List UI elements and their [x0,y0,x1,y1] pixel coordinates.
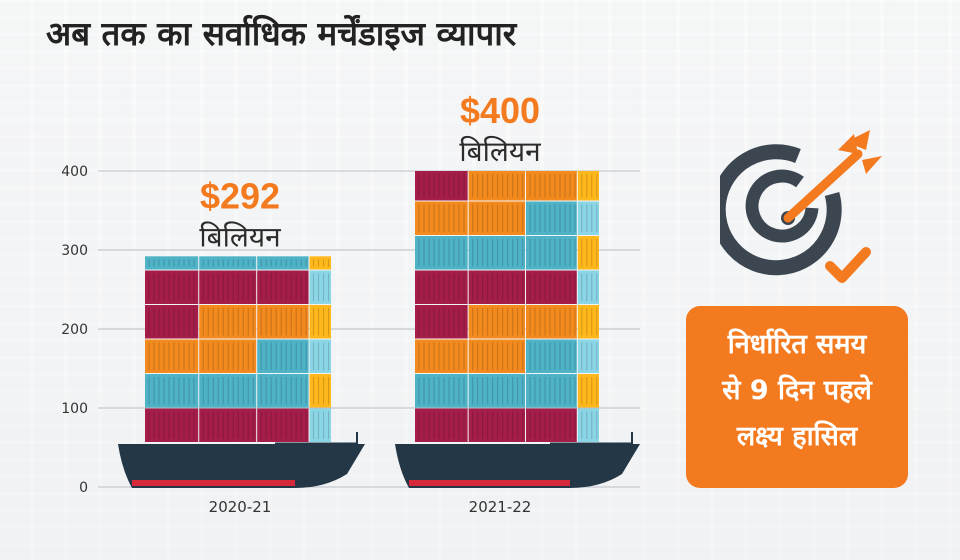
bar-2021-22 [415,171,599,442]
target-arrow-check-icon [720,130,882,283]
y-tick-label: 200 [61,322,88,338]
ship-waterline [132,480,295,486]
badge-line-2: से 9 दिन पहले [722,375,872,406]
ship-hull [118,444,365,488]
y-tick-label: 0 [79,480,88,496]
x-tick-label: 2021-22 [469,498,532,516]
ship-waterline [409,480,570,486]
ship-hull [395,444,640,488]
y-tick-label: 300 [61,243,88,259]
bar-chart: 0 100 200 300 400 $292 बिलियन 2020-21 $400 बिलियन… [61,90,640,516]
value-label: $292 [200,175,280,216]
unit-label: बिलियन [459,135,541,168]
bar-2020-21 [145,256,331,442]
unit-label: बिलियन [199,220,281,253]
page-title: अब तक का सर्वाधिक मर्चेंडाइज व्यापार [46,14,517,53]
target-achieved-badge: निर्धारित समय से 9 दिन पहले लक्ष्य हासिल [686,306,908,488]
badge-line-1: निर्धारित समय [727,329,867,360]
y-tick-label: 400 [61,164,88,180]
x-tick-label: 2020-21 [209,498,272,516]
value-label: $400 [460,90,540,131]
y-tick-label: 100 [61,401,88,417]
badge-line-3: लक्ष्य हासिल [736,421,858,452]
